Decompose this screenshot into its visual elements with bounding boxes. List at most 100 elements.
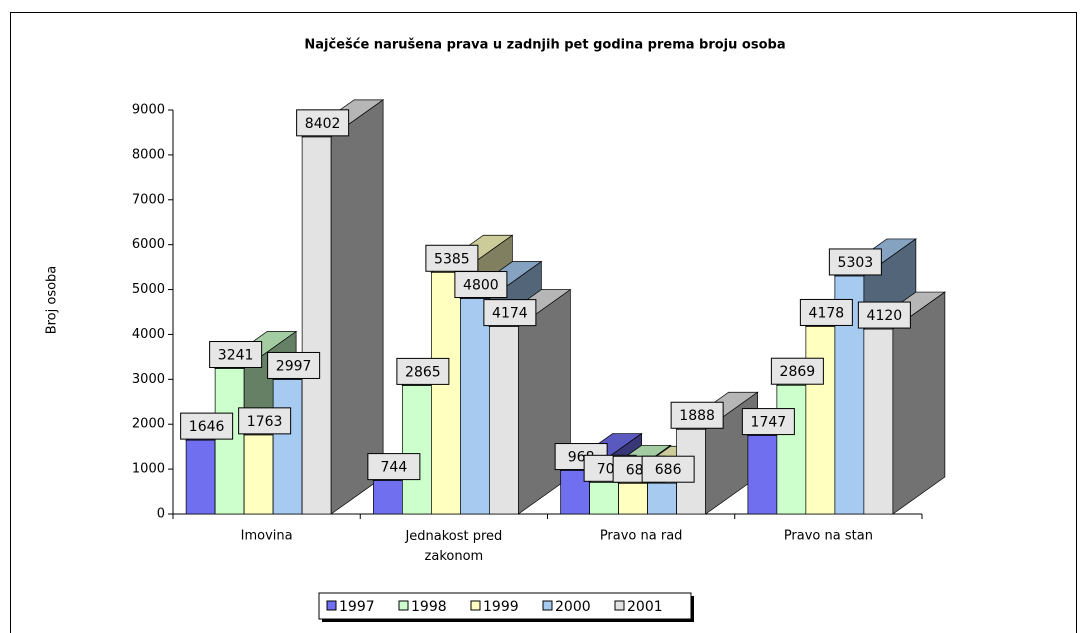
data-label: 2997 [276,358,312,374]
data-label-box [180,412,234,440]
data-label-box [296,109,350,137]
data-label: 1888 [679,408,715,424]
data-label-group: 1646 [180,412,234,440]
bar-front [301,136,332,515]
data-label-box [483,299,537,327]
data-label-group: 2869 [770,357,824,385]
data-label: 4800 [463,278,499,294]
bar-front [214,368,245,515]
x-tick-label: Pravo na stan [784,529,873,544]
legend-swatch [326,600,337,611]
y-tick-label: 4000 [132,327,165,342]
y-tick-label: 9000 [132,103,165,118]
data-label-box [454,271,508,299]
bar-front [373,480,403,515]
legend-swatch [542,600,553,611]
data-label: 4174 [492,306,528,322]
data-label-group: 5303 [828,248,882,276]
data-label-group: 4178 [799,298,853,326]
x-tick-label: Jednakost pred zakonom [404,529,502,564]
x-tick-label-line: Jednakost pred [404,529,502,544]
bar-front [243,434,274,515]
data-label-box [425,244,479,272]
data-label: 3241 [218,348,254,364]
data-label: 8402 [305,116,341,132]
x-tick-label: Imovina [241,529,293,544]
data-label-group: 5385 [425,244,479,272]
bar-front [431,271,461,515]
data-label-box [857,301,911,329]
data-label-group: 3241 [209,341,263,369]
legend-swatch [614,600,625,611]
bar-front [647,482,677,515]
data-label: 1763 [247,414,283,430]
y-tick-label: 8000 [132,147,165,162]
data-label-box [367,453,421,481]
data-label-box [828,248,882,276]
data-label-group: 1747 [741,408,795,436]
bar-front [776,384,807,515]
data-label: 744 [381,460,408,476]
data-label-box [799,298,853,326]
data-label-box [770,357,824,385]
data-label-group: 686 [641,455,695,483]
chart-title: Najčešće narušena prava u zadnjih pet go… [304,38,785,53]
bar-side [330,99,384,515]
bar-front [589,481,619,515]
data-label: 5303 [838,255,874,271]
y-tick-label: 3000 [132,372,165,387]
legend [318,592,692,620]
data-label-group: 8402 [296,109,350,137]
bar-front [272,379,303,515]
bar-side [892,291,946,515]
data-label: 1747 [751,415,787,431]
x-tick-label-line: zakonom [425,549,484,564]
legend-label: 2001 [627,599,663,615]
data-label-box [238,407,292,435]
data-label-group: 4120 [857,301,911,329]
bar-front [460,298,490,515]
y-tick-label: 0 [157,507,165,522]
y-tick-label: 6000 [132,237,165,252]
legend-label: 1998 [411,599,447,615]
bar-front [618,482,648,515]
data-label-group: 4174 [483,299,537,327]
x-tick-label: Pravo na rad [600,529,683,544]
legend-label: 1997 [339,599,375,615]
bar-front [805,326,836,515]
bar-front [747,435,778,515]
data-label-box [741,408,795,436]
data-label: 686 [655,462,682,478]
y-tick-label: 5000 [132,282,165,297]
legend-label: 2000 [555,599,591,615]
y-tick-label: 1000 [132,462,165,477]
data-label: 4178 [809,305,845,321]
data-label-box [396,357,450,385]
legend-swatch [398,600,409,611]
legend-swatch [470,600,481,611]
data-label-group: 1763 [238,407,292,435]
legend-label: 1999 [483,599,519,615]
data-label: 4120 [867,308,903,324]
data-label-box [670,401,724,429]
data-label-group: 2865 [396,357,450,385]
data-label-box [641,455,695,483]
data-label-group: 4800 [454,271,508,299]
data-label-group: 744 [367,453,421,481]
data-label: 2865 [405,364,441,380]
data-label: 1646 [189,419,225,435]
bar-front [863,328,894,515]
y-tick-label: 7000 [132,192,165,207]
y-axis-label: Broj osoba [45,266,60,335]
data-label-group: 1888 [670,401,724,429]
data-label-group: 2997 [267,351,321,379]
bar-front [185,439,216,515]
bar-front [489,326,519,515]
data-label: 5385 [434,251,470,267]
y-tick-label: 2000 [132,417,165,432]
data-label-box [209,341,263,369]
bar-front [402,385,432,515]
data-label-box [267,351,321,379]
data-label: 2869 [780,364,816,380]
